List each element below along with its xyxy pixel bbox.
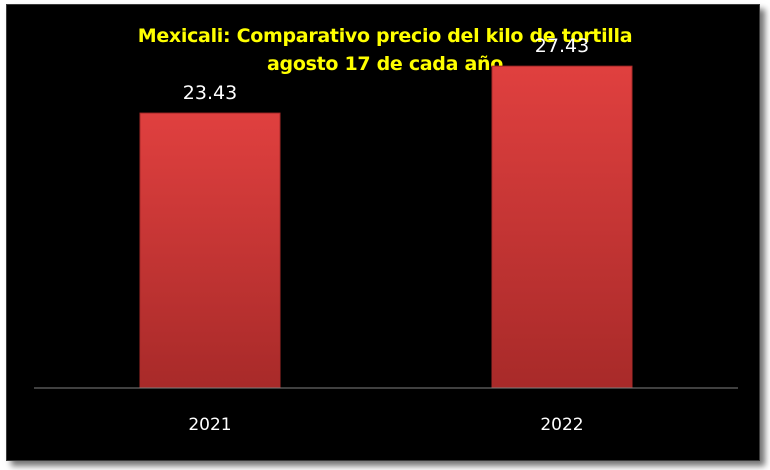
labels-layer: 23.43 2021 27.43 2022 bbox=[183, 35, 589, 435]
x-tick-label-2021: 2021 bbox=[188, 415, 231, 435]
bars-layer bbox=[139, 65, 633, 389]
bar-2021 bbox=[139, 112, 281, 389]
bar-2022 bbox=[491, 65, 633, 389]
chart-frame bbox=[6, 4, 760, 461]
chart-title-line-2: agosto 17 de cada año bbox=[267, 53, 503, 75]
x-tick-label-2022: 2022 bbox=[540, 415, 583, 435]
chart-title: Mexicali: Comparativo precio del kilo de… bbox=[0, 22, 770, 78]
chart-title-line-1: Mexicali: Comparativo precio del kilo de… bbox=[137, 25, 633, 47]
data-label-2022: 27.43 bbox=[535, 35, 589, 57]
data-label-2021: 23.43 bbox=[183, 82, 237, 104]
